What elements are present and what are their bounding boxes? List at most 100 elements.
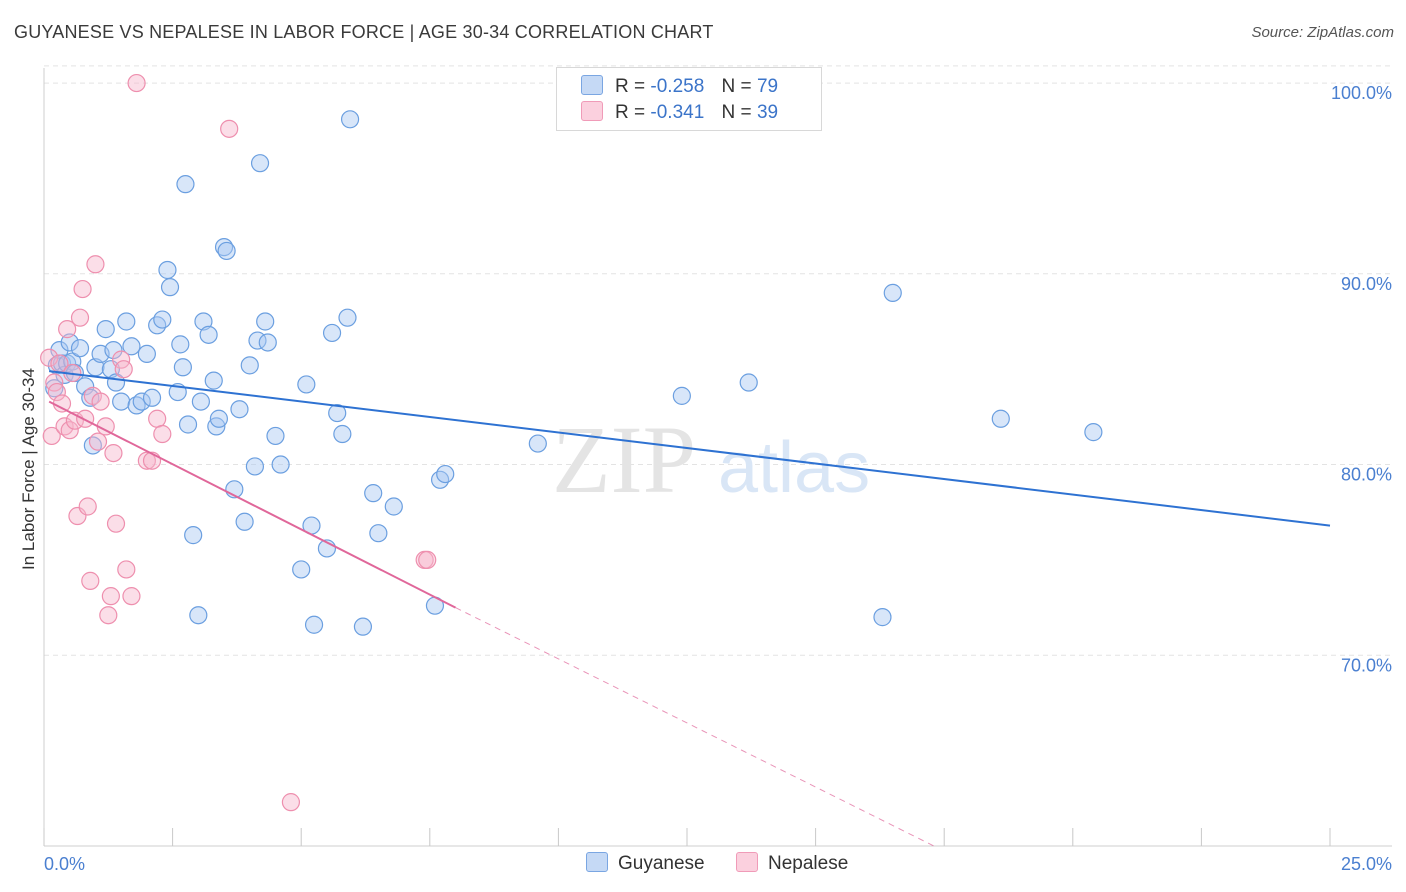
guyanese-point xyxy=(122,337,141,356)
guyanese-point xyxy=(209,409,228,428)
y-tick-label: 100.0% xyxy=(1331,83,1392,103)
guyanese-point xyxy=(297,375,316,394)
nepalese-point xyxy=(220,119,239,138)
n-value: 39 xyxy=(756,102,779,123)
guyanese-point xyxy=(160,278,180,297)
nepalese-point xyxy=(104,443,123,463)
nepalese-point xyxy=(81,571,100,590)
nepalese-point xyxy=(52,394,72,413)
nepalese-point xyxy=(47,382,66,402)
guyanese-point xyxy=(96,320,115,339)
guyanese-point xyxy=(240,356,259,375)
guyanese-point xyxy=(112,392,131,411)
legend-label: Guyanese xyxy=(618,853,705,874)
guyanese-point xyxy=(322,323,342,343)
legend-item-guyanese[interactable]: Guyanese xyxy=(586,852,705,875)
guyanese-point xyxy=(883,283,902,302)
x-tick-label-max: 25.0% xyxy=(1341,854,1392,874)
r-label: R = xyxy=(615,76,646,97)
y-tick-label: 80.0% xyxy=(1341,465,1392,485)
nepalese-point xyxy=(91,392,110,411)
chart-title: GUYANESE VS NEPALESE IN LABOR FORCE | AG… xyxy=(14,22,714,42)
guyanese-point xyxy=(76,377,95,396)
nepalese-point xyxy=(60,421,79,440)
legend-item-nepalese[interactable]: Nepalese xyxy=(736,852,848,875)
guyanese-point xyxy=(230,400,249,419)
y-axis-label: In Labor Force | Age 30-34 xyxy=(19,368,38,570)
guyanese-point xyxy=(991,409,1010,428)
nepalese-point xyxy=(40,348,59,367)
guyanese-point xyxy=(148,316,167,335)
guyanese-point xyxy=(194,312,213,331)
guyanese-point xyxy=(369,524,388,543)
guyanese-point xyxy=(217,241,236,261)
guyanese-point xyxy=(340,110,360,129)
stats-box: R = -0.258 N = 79 R = -0.341 N = 39 xyxy=(556,67,822,131)
axes-layer xyxy=(43,68,1392,847)
guyanese-point xyxy=(266,426,285,446)
guyanese-point xyxy=(70,339,90,358)
nepalese-point xyxy=(42,426,61,446)
y-tick-label: 90.0% xyxy=(1341,274,1392,294)
guyanese-trend-line xyxy=(49,370,1331,527)
guyanese-point xyxy=(292,560,311,579)
nepalese-point xyxy=(70,308,90,327)
guyanese-point xyxy=(132,392,151,411)
guyanese-point xyxy=(258,333,277,352)
nepalese-point xyxy=(122,587,141,606)
nepalese-point xyxy=(418,550,437,570)
guyanese-point xyxy=(250,154,270,173)
r-value: -0.341 xyxy=(650,102,705,123)
nepalese-point xyxy=(73,279,92,299)
nepalese-trend-extension xyxy=(455,607,935,847)
nepalese-point xyxy=(88,432,108,451)
nepalese-swatch xyxy=(581,101,603,121)
nepalese-point xyxy=(58,320,77,339)
guyanese-point xyxy=(528,434,547,453)
guyanese-point xyxy=(204,371,223,390)
n-value: 79 xyxy=(756,76,779,97)
nepalese-point xyxy=(148,409,167,428)
guyanese-point xyxy=(142,388,162,407)
guyanese-point xyxy=(153,310,172,329)
guyanese-point xyxy=(672,386,691,405)
n-label: N = xyxy=(721,102,752,123)
nepalese-trend-line xyxy=(48,400,456,609)
guyanese-point xyxy=(739,373,758,392)
source-label: Source: ZipAtlas.com xyxy=(1251,24,1394,41)
nepalese-point xyxy=(106,514,126,533)
nepalese-point xyxy=(127,73,146,93)
guyanese-point xyxy=(256,312,275,331)
guyanese-point xyxy=(304,615,324,634)
guyanese-point xyxy=(137,344,156,364)
guyanese-point xyxy=(1084,423,1103,442)
guyanese-point xyxy=(338,308,357,327)
legend-label: Nepalese xyxy=(768,853,849,874)
guyanese-point xyxy=(60,333,79,352)
guyanese-point xyxy=(178,415,198,434)
guyanese-point xyxy=(81,388,100,407)
x-tick-label-min: 0.0% xyxy=(44,854,85,874)
watermark: ZIP atlas xyxy=(552,406,870,513)
guyanese-point xyxy=(117,312,136,331)
nepalese-point xyxy=(101,587,120,606)
nepalese-point xyxy=(117,560,136,579)
stats-row-nepalese: R = -0.341 N = 39 xyxy=(581,101,778,125)
stats-row-guyanese: R = -0.258 N = 79 xyxy=(581,75,778,99)
guyanese-point xyxy=(50,340,69,360)
guyanese-point xyxy=(271,455,290,474)
trend-layer xyxy=(48,370,1331,847)
points-layer xyxy=(40,73,1103,812)
labels-layer: 70.0% 80.0% 90.0% 100.0% 0.0% 25.0% In Labor F… xyxy=(19,83,1392,874)
guyanese-point xyxy=(173,358,192,377)
r-label: R = xyxy=(615,102,646,123)
guyanese-point xyxy=(364,484,383,503)
guyanese-point xyxy=(245,457,265,476)
r-value: -0.258 xyxy=(650,76,705,97)
guyanese-point xyxy=(384,497,403,516)
guyanese-point xyxy=(235,512,254,531)
guyanese-point xyxy=(430,470,450,489)
guyanese-point xyxy=(333,424,352,444)
guyanese-point xyxy=(436,464,455,484)
